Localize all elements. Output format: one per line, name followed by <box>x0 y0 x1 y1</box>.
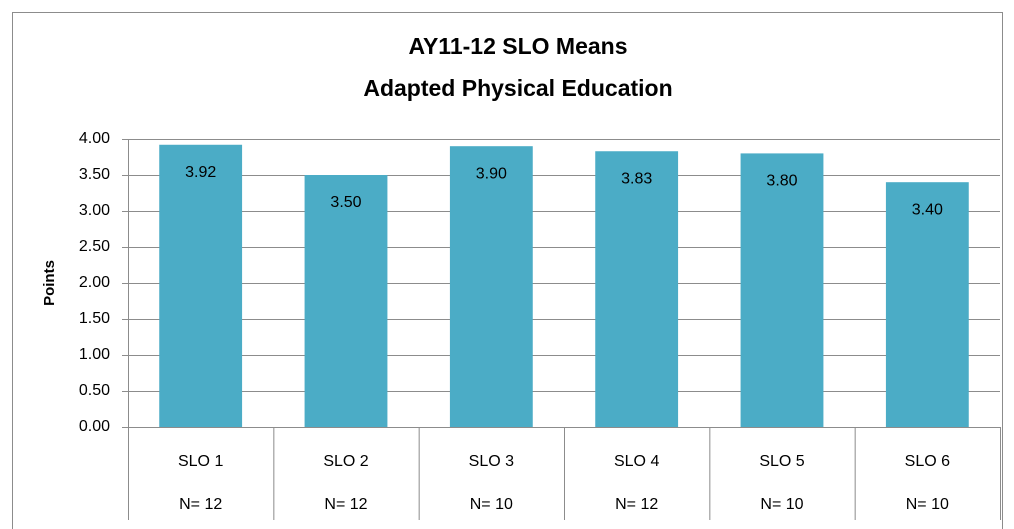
data-label: 3.83 <box>621 170 652 187</box>
x-sub-label: N= 12 <box>615 496 658 513</box>
bar <box>595 151 679 428</box>
bar <box>159 144 243 427</box>
x-tick-label: SLO 1 <box>178 453 223 470</box>
x-sub-label: N= 10 <box>760 496 803 513</box>
x-tick-label: SLO 5 <box>759 453 804 470</box>
y-tick-label: 1.50 <box>79 310 110 327</box>
x-sub-label: N= 10 <box>470 496 513 513</box>
x-tick-label: SLO 6 <box>905 453 950 470</box>
y-tick-label: 2.50 <box>79 238 110 255</box>
data-label: 3.90 <box>476 165 507 182</box>
data-label: 3.50 <box>330 194 361 211</box>
chart-border <box>12 12 1003 529</box>
chart-title: AY11-12 SLO Means <box>408 33 627 59</box>
bar <box>740 153 824 427</box>
data-label: 3.80 <box>766 173 797 190</box>
y-tick-label: 0.50 <box>79 382 110 399</box>
y-tick-label: 1.00 <box>79 346 110 363</box>
x-tick-label: SLO 4 <box>614 453 659 470</box>
x-tick-label: SLO 3 <box>469 453 514 470</box>
bar <box>885 182 969 427</box>
data-label: 3.92 <box>185 164 216 181</box>
chart-subtitle: Adapted Physical Education <box>363 75 672 101</box>
y-tick-label: 2.00 <box>79 274 110 291</box>
x-sub-label: N= 12 <box>179 496 222 513</box>
y-axis-label: Points <box>41 260 58 306</box>
y-tick-label: 4.00 <box>79 130 110 147</box>
y-tick-label: 3.50 <box>79 166 110 183</box>
x-sub-label: N= 10 <box>906 496 949 513</box>
y-tick-label: 3.00 <box>79 202 110 219</box>
bar <box>449 146 533 427</box>
bar <box>304 175 388 427</box>
data-label: 3.40 <box>912 201 943 218</box>
x-sub-label: N= 12 <box>324 496 367 513</box>
y-tick-label: 0.00 <box>79 418 110 435</box>
x-tick-label: SLO 2 <box>323 453 368 470</box>
